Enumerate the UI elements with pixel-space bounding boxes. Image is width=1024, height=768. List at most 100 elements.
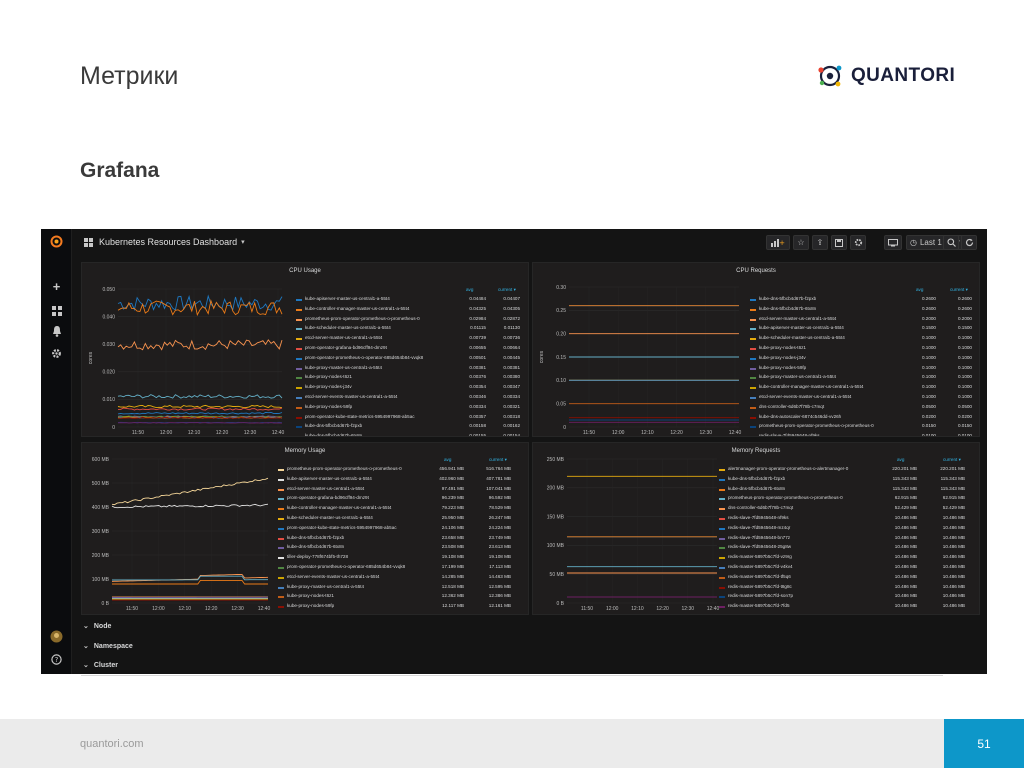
legend-row[interactable]: prometheus-prom-operator-prometheus-o-pr… bbox=[719, 495, 978, 504]
bell-icon[interactable] bbox=[50, 325, 63, 338]
refresh-button[interactable] bbox=[961, 235, 977, 250]
legend-row[interactable]: redis-slave-7fd5945648-nf9ks 10.486 MB 10.… bbox=[719, 515, 978, 524]
legend-swatch bbox=[278, 498, 284, 501]
legend-row[interactable]: dns-controller-6d6b7f78b-c7mqt 52.429 MB 5… bbox=[719, 505, 978, 514]
legend-row[interactable]: kube-scheduler-master-us-central1-a-55t4… bbox=[296, 325, 526, 334]
legend-row[interactable]: tiller-deploy-778f674bf5-th728 19.108 MB 1… bbox=[278, 554, 527, 563]
legend-row[interactable]: etcd-server-events-master-us-central1-a-… bbox=[750, 394, 978, 403]
legend-row[interactable]: redis-slave-7fd5945648-25g8w 10.486 MB 10.… bbox=[719, 544, 978, 553]
settings-button[interactable] bbox=[850, 235, 866, 250]
legend-row[interactable]: prometheus-prom-operator-prometheus-o-pr… bbox=[278, 466, 527, 475]
legend-row[interactable]: kube-proxy-master-us-central1-a-55t4 12.5… bbox=[278, 584, 527, 593]
legend-row[interactable]: redis-master-5897b5c7fd-vz9rg 10.486 MB 10… bbox=[719, 554, 978, 563]
legend-row[interactable]: kube-proxy-nodes-59fp 0.1000 0.1000 bbox=[750, 365, 978, 374]
dashboard-picker[interactable]: Kubernetes Resources Dashboard ▾ bbox=[84, 237, 245, 247]
legend-row[interactable]: alertmanager-prom-operator-prometheus-o-… bbox=[719, 466, 978, 475]
legend-row[interactable]: kube-controller-manager-master-us-centra… bbox=[750, 384, 978, 393]
legend-row[interactable]: redis-master-5897b5c7fd-son7p 10.486 MB 10… bbox=[719, 593, 978, 602]
row-namespace[interactable]: ⌄ Namespace bbox=[83, 642, 133, 651]
legend-row[interactable]: kube-dns-5fbcb4d67b-6tx8n 0.2600 0.2600 bbox=[750, 306, 978, 315]
legend-row[interactable]: kube-proxy-nodes-t6z1 0.1000 0.1000 bbox=[750, 345, 978, 354]
legend-row[interactable]: prom-operator-prometheus-o-operator-685d… bbox=[278, 564, 527, 573]
cpu-requests-panel[interactable]: CPU Requests 0 0.05 0.10 0.15 0.20 0.25 0.30 11… bbox=[532, 262, 980, 437]
row-cluster[interactable]: ⌄ Cluster bbox=[83, 661, 118, 670]
legend-row[interactable]: kube-apiserver-master-us-central1-a-55t4… bbox=[296, 296, 526, 305]
legend-row[interactable]: kube-proxy-nodes-j34v 0.00354 0.00347 bbox=[296, 384, 526, 393]
legend-avg-value: 0.2000 bbox=[921, 315, 936, 321]
legend-row[interactable]: etcd-server-master-us-central1-a-55t4 97.… bbox=[278, 486, 527, 495]
legend-row[interactable]: kube-scheduler-master-us-central1-a-55t4… bbox=[278, 515, 527, 524]
row-node[interactable]: ⌄ Node bbox=[83, 622, 111, 631]
legend-row[interactable]: redis-slave-7fd5945648-bn77z 10.486 MB 10.… bbox=[719, 535, 978, 544]
star-button[interactable]: ☆ bbox=[793, 235, 809, 250]
legend-header-avg[interactable]: avg bbox=[466, 287, 474, 292]
legend-row[interactable]: prom-operator-kube-state-metrics-5954997… bbox=[278, 525, 527, 534]
legend-row[interactable]: kube-dns-5fbcb4d67b-f2pxb 23.658 MB 23.749… bbox=[278, 535, 527, 544]
gear-icon[interactable] bbox=[50, 347, 63, 360]
legend-row[interactable]: etcd-server-master-us-central1-a-55t4 0.0… bbox=[296, 335, 526, 344]
legend-row[interactable]: etcd-server-events-master-us-central1-a-… bbox=[278, 574, 527, 583]
legend-row[interactable]: kube-dns-5fbcb4d67b-6tx8n 23.508 MB 23.613… bbox=[278, 544, 527, 553]
legend-avg-value: 0.00357 bbox=[469, 413, 486, 419]
legend-row[interactable]: kube-dns-5fbcb4d67b-f2pxb 115.343 MB 115.3… bbox=[719, 476, 978, 485]
legend-current-value: 0.0500 bbox=[957, 403, 972, 409]
legend-row[interactable]: kube-apiserver-master-us-central1-a-55t4… bbox=[750, 325, 978, 334]
avatar-icon[interactable] bbox=[50, 630, 63, 643]
y-tick-label: 0.020 bbox=[102, 370, 115, 376]
legend-avg-value: 12.117 MB bbox=[442, 603, 464, 609]
zoom-out-button[interactable] bbox=[943, 235, 959, 250]
legend-row[interactable]: etcd-server-events-master-us-central1-a-… bbox=[296, 394, 526, 403]
legend-header-current[interactable]: current ▾ bbox=[489, 457, 507, 462]
add-panel-button[interactable]: + bbox=[766, 235, 790, 250]
share-button[interactable]: ⇪ bbox=[812, 235, 828, 250]
tv-mode-button[interactable] bbox=[884, 235, 902, 250]
legend-row[interactable]: kube-proxy-nodes-t6z1 0.00376 0.00380 bbox=[296, 374, 526, 383]
legend-header-current[interactable]: current ▾ bbox=[950, 287, 968, 292]
legend-row[interactable]: prometheus-prom-operator-prometheus-o-pr… bbox=[296, 316, 526, 325]
legend-current-value: 10.486 MB bbox=[942, 583, 965, 589]
legend-header-current[interactable]: current ▾ bbox=[498, 287, 516, 292]
legend-row[interactable]: dns-controller-6d6b7f78b-c7mqt 0.0500 0.05… bbox=[750, 404, 978, 413]
help-icon[interactable]: ? bbox=[50, 653, 63, 666]
memory-requests-panel[interactable]: Memory Requests 0 B 50 MB 100 MB 150 MB 200 … bbox=[532, 442, 980, 615]
save-button[interactable] bbox=[831, 235, 847, 250]
legend-row[interactable]: prom-operator-grafana-bd96cff94-dmz9t 0.0… bbox=[296, 345, 526, 354]
legend-row[interactable]: kube-controller-manager-master-us-centra… bbox=[278, 505, 527, 514]
memory-usage-panel[interactable]: Memory Usage 0 B 100 MB 200 MB 300 MB 400 MB… bbox=[81, 442, 529, 615]
grafana-side-menu: + ? bbox=[41, 229, 72, 674]
legend-header-avg[interactable]: avg bbox=[444, 457, 452, 462]
legend-row[interactable]: prom-operator-prometheus-o-operator-685d… bbox=[296, 355, 526, 364]
legend-row[interactable]: redis-master-5897b5c7fd-t8g8c 10.486 MB 10… bbox=[719, 584, 978, 593]
legend-row[interactable]: kube-dns-5fbcb4d67b-f2pxb 0.00158 0.00162 bbox=[296, 423, 526, 432]
legend-header-avg[interactable]: avg bbox=[916, 287, 924, 292]
legend-row[interactable]: kube-scheduler-master-us-central1-a-55t4… bbox=[750, 335, 978, 344]
grafana-logo-icon[interactable] bbox=[50, 235, 63, 248]
legend-row[interactable]: redis-master-5897b5c7fd-v4kv4 10.486 MB 10… bbox=[719, 564, 978, 573]
plus-icon[interactable]: + bbox=[52, 279, 61, 294]
legend-row[interactable]: redis-slave-7fd5945648-nf9ks 0.0100 0.0100 bbox=[750, 433, 978, 436]
legend-row[interactable]: kube-dns-5fbcb4d67b-6tx8n 0.00155 0.00154 bbox=[296, 433, 526, 436]
legend-row[interactable]: prom-operator-kube-state-metrics-5954997… bbox=[296, 414, 526, 423]
legend-header-current[interactable]: current ▾ bbox=[943, 457, 961, 462]
legend-row[interactable]: kube-proxy-nodes-t6z1 12.362 MB 12.386 MB bbox=[278, 593, 527, 602]
legend-row[interactable]: kube-apiserver-master-us-central1-a-55t4… bbox=[278, 476, 527, 485]
legend-row[interactable]: redis-master-5897b5c7fd-7fd5 10.486 MB 10.… bbox=[719, 603, 978, 612]
legend-header-avg[interactable]: avg bbox=[897, 457, 905, 462]
legend-row[interactable]: kube-dns-autoscaler-6874c546dd-vv26h 0.02… bbox=[750, 414, 978, 423]
legend-row[interactable]: kube-proxy-nodes-j34v 0.1000 0.1000 bbox=[750, 355, 978, 364]
cpu-usage-panel[interactable]: CPU Usage 0 0.010 0.020 0.030 0.040 0.050 11:5… bbox=[81, 262, 529, 437]
legend-row[interactable]: kube-proxy-master-us-central1-a-55t4 0.00… bbox=[296, 365, 526, 374]
legend-row[interactable]: kube-controller-manager-master-us-centra… bbox=[296, 306, 526, 315]
legend-series-name: prom-operator-prometheus-o-operator-685d… bbox=[305, 354, 424, 360]
legend-row[interactable]: kube-proxy-nodes-59fp 0.00334 0.00321 bbox=[296, 404, 526, 413]
legend-row[interactable]: kube-dns-5fbcb4d67b-f2pxb 0.2600 0.2600 bbox=[750, 296, 978, 305]
legend-row[interactable]: prom-operator-grafana-bd96cff94-dmz9t 96.… bbox=[278, 495, 527, 504]
legend-row[interactable]: etcd-server-master-us-central1-a-55t4 0.2… bbox=[750, 316, 978, 325]
dashboards-icon[interactable] bbox=[50, 304, 63, 317]
legend-row[interactable]: redis-master-5897b5c7fd-tf5q6 10.486 MB 10… bbox=[719, 574, 978, 583]
legend-row[interactable]: prometheus-prom-operator-prometheus-o-pr… bbox=[750, 423, 978, 432]
legend-row[interactable]: redis-slave-7fd5945648-mz4qr 10.486 MB 10.… bbox=[719, 525, 978, 534]
legend-row[interactable]: kube-proxy-nodes-59fp 12.117 MB 12.161 MB bbox=[278, 603, 527, 612]
legend-row[interactable]: kube-dns-5fbcb4d67b-6tx8n 115.343 MB 115.3… bbox=[719, 486, 978, 495]
legend-row[interactable]: kube-proxy-master-us-central1-a-55t4 0.10… bbox=[750, 374, 978, 383]
